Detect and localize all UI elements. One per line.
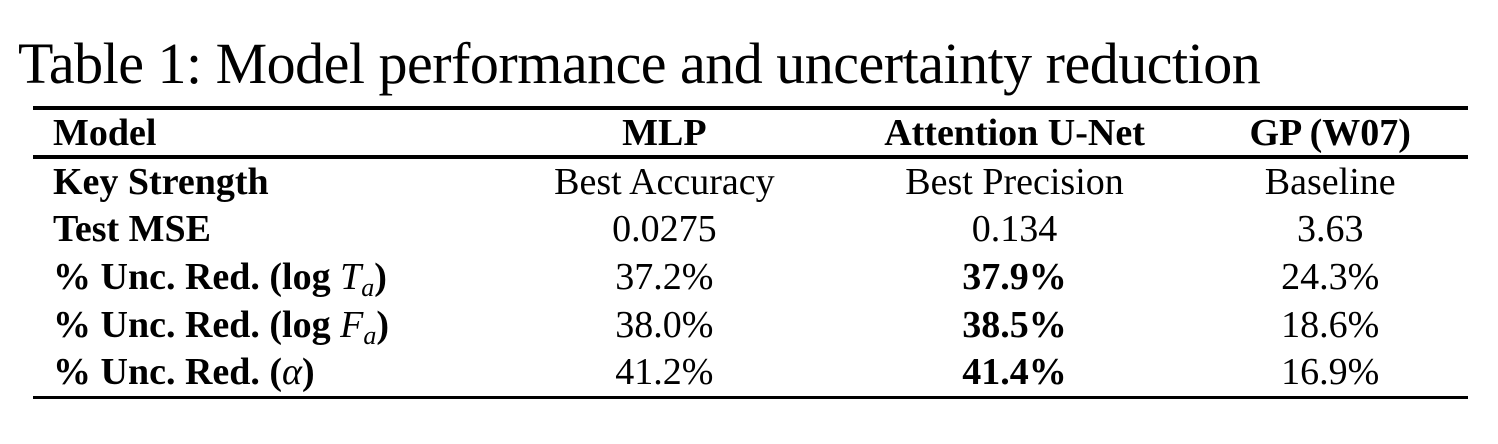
header-attention-unet: Attention U-Net [884, 111, 1145, 154]
math-symbol-F: F [340, 304, 364, 346]
cell-unc-alpha-mlp: 41.2% [615, 351, 714, 394]
row-label-test-mse: Test MSE [53, 208, 212, 250]
cell-key-strength-mlp: Best Accuracy [554, 161, 775, 203]
row-label-unc-red-alpha: % Unc. Red. (α) [53, 351, 315, 394]
table-row-unc-red-alpha: % Unc. Red. (α) 41.2% 41.4% 16.9% [33, 349, 1468, 397]
math-symbol-alpha: α [282, 351, 302, 394]
cell-test-mse-unet: 0.134 [971, 208, 1058, 250]
header-model: Model [53, 111, 157, 154]
cell-unc-alpha-unet: 41.4% [962, 351, 1067, 394]
performance-table: Model MLP Attention U-Net GP (W07) Key S… [33, 106, 1468, 399]
math-symbol-T: T [340, 256, 362, 298]
cell-test-mse-mlp: 0.0275 [612, 208, 717, 250]
cell-unc-fa-unet: 38.5% [962, 304, 1067, 346]
table-row-unc-red-log-ta: % Unc. Red. (log Ta) 37.2% 37.9% 24.3% [33, 253, 1468, 301]
math-subscript-a: a [363, 320, 377, 350]
math-subscript-a: a [361, 272, 375, 302]
header-gp-w07: GP (W07) [1249, 111, 1411, 154]
header-mlp: MLP [622, 111, 707, 154]
cell-unc-alpha-gp: 16.9% [1281, 351, 1380, 394]
table-row-key-strength: Key Strength Best Accuracy Best Precisio… [33, 157, 1468, 205]
cell-unc-fa-mlp: 38.0% [615, 304, 714, 346]
cell-unc-fa-gp: 18.6% [1281, 304, 1380, 346]
cell-unc-ta-unet: 37.9% [962, 256, 1067, 298]
table-row-test-mse: Test MSE 0.0275 0.134 3.63 [33, 205, 1468, 253]
row-label-unc-red-log-fa: % Unc. Red. (log Fa) [53, 304, 389, 350]
table-row-unc-red-log-fa: % Unc. Red. (log Fa) 38.0% 38.5% 18.6% [33, 301, 1468, 349]
row-label-unc-red-log-ta: % Unc. Red. (log Ta) [53, 256, 387, 302]
cell-unc-ta-gp: 24.3% [1281, 256, 1380, 298]
cell-unc-ta-mlp: 37.2% [615, 256, 714, 298]
header-row: Model MLP Attention U-Net GP (W07) [33, 108, 1468, 157]
cell-key-strength-gp: Baseline [1264, 161, 1396, 203]
cell-test-mse-gp: 3.63 [1296, 208, 1364, 250]
row-label-key-strength: Key Strength [53, 161, 269, 203]
table-caption: Table 1: Model performance and uncertain… [18, 31, 1261, 96]
cell-key-strength-unet: Best Precision [905, 161, 1124, 203]
